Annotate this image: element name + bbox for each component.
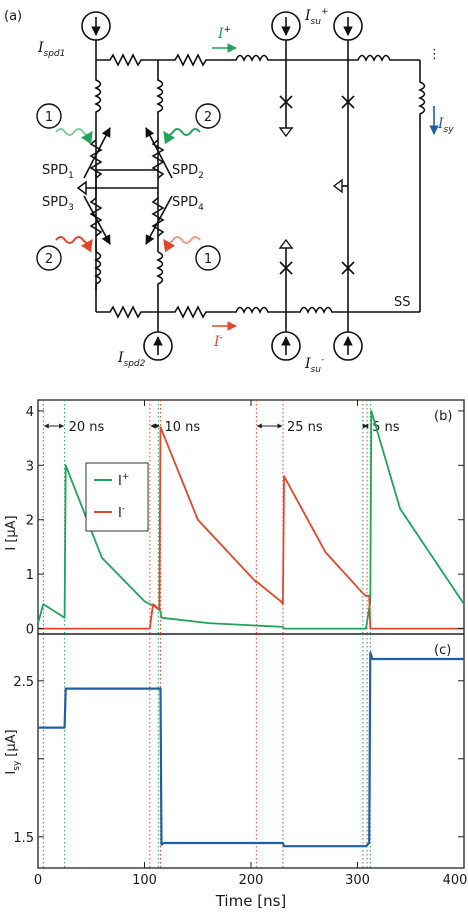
top-wire xyxy=(96,53,420,67)
photon-label-1: 1 xyxy=(45,110,53,125)
photon-2-top xyxy=(163,128,201,145)
interval-label-bg-1 xyxy=(163,420,202,435)
photon-label-4: 1 xyxy=(204,252,212,267)
chart-b-intervals: 20 ns 10 ns 25 ns 5 ns xyxy=(43,420,401,435)
chart-c-frame xyxy=(37,633,465,869)
xtick-label-c-2: 200 xyxy=(239,873,264,888)
ellipsis: ⋮ xyxy=(428,47,441,62)
interval-label-2: 25 ns xyxy=(287,420,323,435)
spd2-variable-arrow xyxy=(145,127,173,179)
ytick-label-b-0: 0 xyxy=(26,623,34,638)
spd1-label: SPD1 xyxy=(42,163,74,181)
spd4-resistor xyxy=(151,197,165,237)
photon-label-circle-1 xyxy=(36,103,62,129)
panel-a-label: (a) xyxy=(4,9,22,24)
junction-columns xyxy=(278,60,355,312)
chart-c-xticks: 0 100 200 300 400 xyxy=(34,400,468,888)
series-line-i-plus xyxy=(37,409,465,630)
interval-label-3: 5 ns xyxy=(372,420,400,435)
ytick-label-c-1: 2.5 xyxy=(13,675,34,690)
left-column xyxy=(94,60,102,312)
photon-2-bottom xyxy=(55,236,93,253)
spd3-variable-arrow xyxy=(83,195,111,245)
chart-b-ylabel: I [μA] xyxy=(4,515,19,550)
xtick-label-c-4: 400 xyxy=(443,873,468,888)
panel-c-label: (c) xyxy=(434,643,451,658)
ytick-label-b-4: 4 xyxy=(26,405,34,420)
i-su-minus-label: Isu- xyxy=(304,355,324,375)
chart-b-series xyxy=(37,409,465,630)
chart-c-series xyxy=(38,651,464,848)
photon-label-3: 2 xyxy=(45,252,53,267)
ytick-label-b-2: 2 xyxy=(26,514,34,529)
interval-label-1: 10 ns xyxy=(164,420,200,435)
ytick-label-b-1: 1 xyxy=(26,568,34,583)
chart-b-yticks: 0 1 2 3 4 xyxy=(26,405,464,638)
i-plus-label: I+ xyxy=(217,25,231,42)
panel-b-label: (b) xyxy=(434,409,452,424)
i-sy-label: Isy xyxy=(437,116,454,135)
source-ispd1 xyxy=(81,11,111,60)
xtick-label-c-0: 0 xyxy=(34,873,42,888)
inner-column xyxy=(156,60,164,312)
source-isu-plus xyxy=(271,11,363,60)
photon-label-circle-4 xyxy=(195,245,221,271)
spd1-variable-arrow xyxy=(83,127,111,179)
ytick-label-c-0: 1.5 xyxy=(13,831,34,846)
photon-1-top xyxy=(55,128,93,145)
chart-c-markers xyxy=(42,634,371,868)
xtick-label-c-1: 100 xyxy=(132,873,157,888)
i-spd1-label: Ispd1 xyxy=(37,40,65,59)
series-line-i-sy xyxy=(38,651,464,848)
legend-label-i-plus: I+ xyxy=(118,472,129,489)
spd4-variable-arrow xyxy=(145,195,173,245)
source-isu-minus xyxy=(271,312,363,361)
chart-b: 20 ns 10 ns 25 ns 5 ns 0 1 2 3 4 (b) I [μA] I+ … xyxy=(4,399,465,638)
bridge-wire xyxy=(84,169,158,198)
spd3-label: SPD3 xyxy=(42,195,74,213)
ss-label: SS xyxy=(394,295,411,310)
legend-label-i-minus: I- xyxy=(118,504,125,521)
interval-label-bg-2 xyxy=(285,420,324,435)
circuit-diagram: (a) xyxy=(4,7,454,375)
chart-b-legend: I+ I- xyxy=(85,462,149,532)
chart-c-xlabel: Time [ns] xyxy=(215,892,287,910)
legend-box xyxy=(85,462,149,532)
ytick-label-b-3: 3 xyxy=(26,459,34,474)
ground-symbol xyxy=(76,180,87,196)
spd4-label: SPD4 xyxy=(172,195,204,213)
right-wire xyxy=(418,60,426,312)
photon-label-circle-3 xyxy=(36,245,62,271)
chart-c: 1.5 2.5 0 100 200 300 400 (c) Isy[μA] Time [n… xyxy=(4,400,467,910)
i-spd2-label: Ispd2 xyxy=(117,350,146,369)
interval-label-bg-0 xyxy=(67,420,106,435)
chart-c-yticks: 1.5 2.5 xyxy=(13,675,464,846)
interval-label-bg-3 xyxy=(371,420,401,435)
spd1-resistor xyxy=(89,139,103,179)
interval-label-0: 20 ns xyxy=(69,420,105,435)
photon-label-2: 2 xyxy=(204,110,212,125)
photon-label-circle-2 xyxy=(195,103,221,129)
series-line-i-minus xyxy=(38,426,464,630)
xtick-label-c-3: 300 xyxy=(345,873,370,888)
bottom-wire xyxy=(96,305,420,319)
chart-c-ylabel: Isy[μA] xyxy=(4,729,22,774)
photon-1-bottom xyxy=(163,236,201,253)
source-ispd2 xyxy=(143,312,173,361)
i-minus-label: I- xyxy=(213,333,223,350)
spd2-label: SPD2 xyxy=(172,163,204,181)
i-su-plus-label: Isu+ xyxy=(304,7,328,27)
